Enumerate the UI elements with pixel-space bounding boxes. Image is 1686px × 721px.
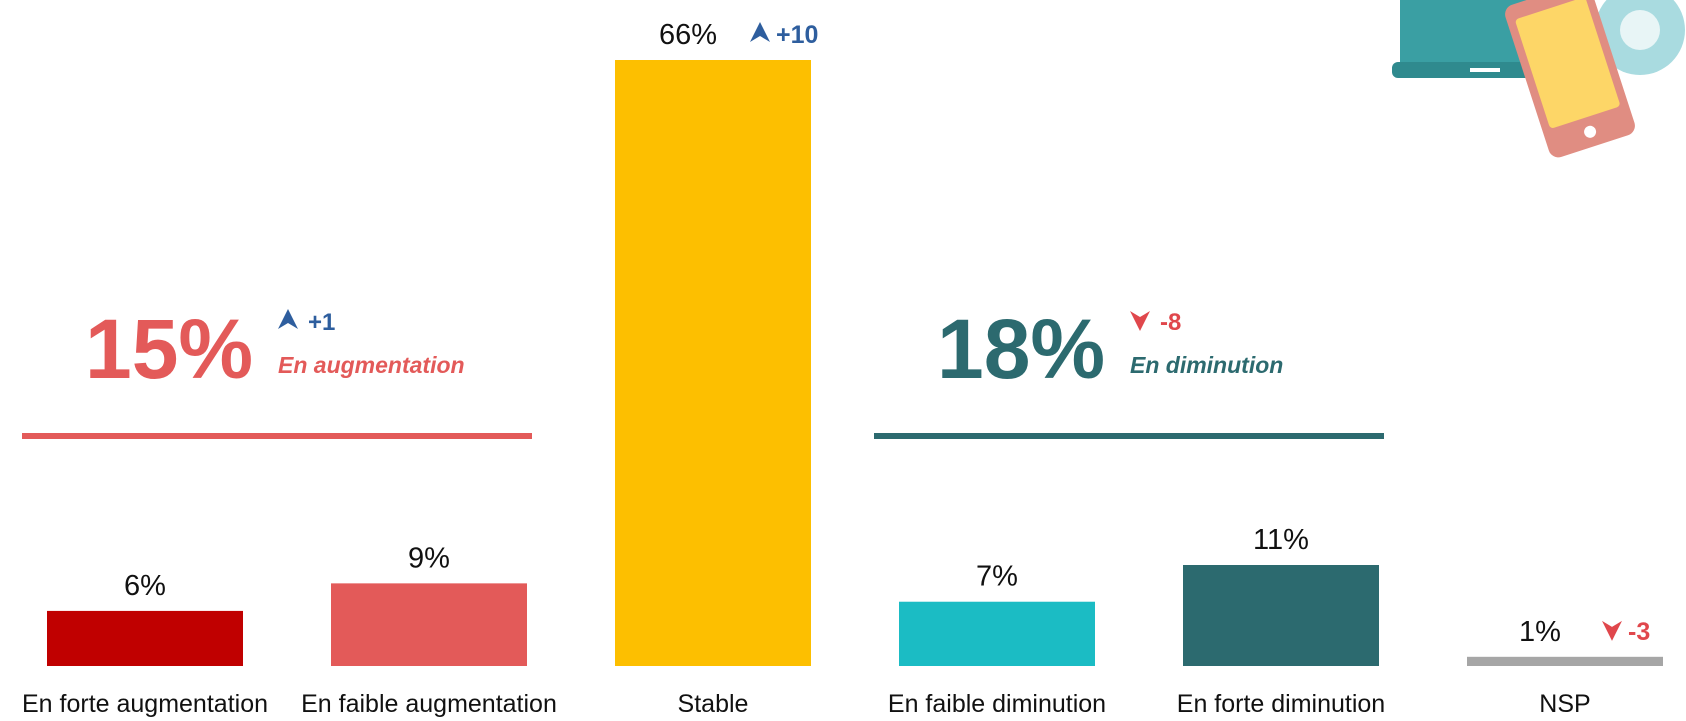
category-label: Stable	[678, 690, 749, 718]
category-label: En forte diminution	[1177, 690, 1385, 718]
illustration	[1392, 0, 1685, 158]
value-label: 11%	[1253, 524, 1309, 556]
group-change: -8	[1160, 309, 1181, 336]
change-label: -3	[1628, 618, 1650, 646]
arrow-down	[1602, 620, 1622, 641]
change-label: +10	[776, 21, 818, 49]
value-label: 6%	[124, 570, 166, 602]
value-label: 1%	[1519, 616, 1561, 648]
group-value: 15%	[85, 302, 253, 396]
bar	[331, 583, 527, 666]
bar	[615, 60, 811, 666]
category-label: En faible diminution	[888, 690, 1106, 718]
group-label: En diminution	[1130, 352, 1283, 378]
bar	[899, 601, 1095, 666]
value-label: 7%	[976, 561, 1018, 593]
bar	[1183, 565, 1379, 666]
arrow-up	[750, 22, 770, 42]
arrow-up	[278, 309, 298, 329]
arrow-down	[1130, 311, 1150, 331]
category-label: NSP	[1539, 690, 1590, 718]
group-value: 18%	[937, 302, 1105, 396]
category-label: En faible augmentation	[301, 690, 557, 718]
bar	[47, 610, 243, 666]
bar	[1467, 656, 1663, 666]
value-label: 66%	[659, 19, 717, 51]
group-label: En augmentation	[278, 352, 465, 378]
value-label: 9%	[408, 542, 450, 574]
category-label: En forte augmentation	[22, 690, 268, 718]
group-change: +1	[308, 309, 335, 336]
